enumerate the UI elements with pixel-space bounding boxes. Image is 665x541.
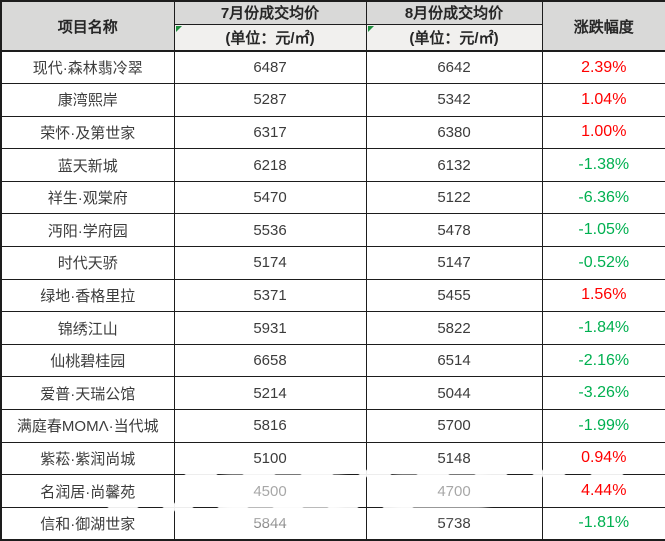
cell-project-name[interactable]: 蓝天新城	[0, 148, 175, 182]
cell-change[interactable]: 1.00%	[541, 115, 665, 150]
col-header-august-price[interactable]: 8月份成交均价	[365, 0, 543, 25]
cell-july-price[interactable]: 5816	[173, 409, 367, 443]
cell-change[interactable]: -3.26%	[541, 376, 665, 411]
col-header-project-name[interactable]: 项目名称	[0, 0, 175, 52]
cell-change[interactable]: 2.39%	[541, 50, 665, 85]
table-row: 爱普·天瑞公馆 5214 5044 -3.26%	[0, 376, 665, 411]
cell-project-name[interactable]: 时代天骄	[0, 246, 175, 280]
cell-august-price[interactable]: 4700	[365, 474, 543, 508]
cell-august-price[interactable]: 6380	[365, 115, 543, 150]
cell-change[interactable]: -6.36%	[541, 180, 665, 215]
col-header-change[interactable]: 涨跌幅度	[541, 0, 665, 52]
cell-august-price[interactable]: 5700	[365, 409, 543, 443]
table-row: 锦绣江山 5931 5822 -1.84%	[0, 311, 665, 345]
cell-july-price[interactable]: 5470	[173, 180, 367, 215]
table-row: 紫菘·紫润尚城 5100 5148 0.94%	[0, 441, 665, 476]
cell-august-price[interactable]: 5478	[365, 213, 543, 248]
table-row: 现代·森林翡冷翠 6487 6642 2.39%	[0, 50, 665, 85]
cell-project-name[interactable]: 绿地·香格里拉	[0, 278, 175, 313]
cell-july-price[interactable]: 5931	[173, 311, 367, 345]
cell-july-price[interactable]: 6317	[173, 115, 367, 150]
cell-change[interactable]: 4.44%	[541, 474, 665, 508]
table-row: 绿地·香格里拉 5371 5455 1.56%	[0, 278, 665, 313]
cell-july-price[interactable]: 5100	[173, 441, 367, 476]
cell-change[interactable]: -1.84%	[541, 311, 665, 345]
cell-august-price[interactable]: 5455	[365, 278, 543, 313]
table-row: 信和·御湖世家 5844 5738 -1.81%	[0, 506, 665, 541]
cell-august-price[interactable]: 5122	[365, 180, 543, 215]
table-row: 祥生·观棠府 5470 5122 -6.36%	[0, 180, 665, 215]
unit-label-august: (单位：元/㎡)	[409, 29, 499, 47]
cell-july-price[interactable]: 6487	[173, 50, 367, 85]
cell-change[interactable]: -1.81%	[541, 506, 665, 541]
cell-august-price[interactable]: 5148	[365, 441, 543, 476]
table-row: 仙桃碧桂园 6658 6514 -2.16%	[0, 343, 665, 378]
cell-project-name[interactable]: 名润居·尚馨苑	[0, 474, 175, 508]
cell-july-price[interactable]: 4500	[173, 474, 367, 508]
cell-change[interactable]: -1.38%	[541, 148, 665, 182]
cell-project-name[interactable]: 爱普·天瑞公馆	[0, 376, 175, 411]
table-row: 名润居·尚馨苑 4500 4700 4.44%	[0, 474, 665, 508]
cell-project-name[interactable]: 现代·森林翡冷翠	[0, 50, 175, 85]
cell-project-name[interactable]: 荣怀·及第世家	[0, 115, 175, 150]
cell-project-name[interactable]: 康湾熙岸	[0, 83, 175, 117]
cell-error-triangle-icon	[175, 25, 182, 32]
cell-august-price[interactable]: 6514	[365, 343, 543, 378]
cell-change[interactable]: 1.04%	[541, 83, 665, 117]
cell-project-name[interactable]: 满庭春MOMΛ·当代城	[0, 409, 175, 443]
cell-july-price[interactable]: 5287	[173, 83, 367, 117]
cell-july-price[interactable]: 5844	[173, 506, 367, 541]
cell-change[interactable]: -0.52%	[541, 246, 665, 280]
table-header: 项目名称 7月份成交均价 8月份成交均价 涨跌幅度 (单位：元/㎡) (单位：元…	[0, 0, 665, 52]
cell-project-name[interactable]: 沔阳·学府园	[0, 213, 175, 248]
cell-change[interactable]: 0.94%	[541, 441, 665, 476]
cell-august-price[interactable]: 6642	[365, 50, 543, 85]
cell-error-triangle-icon	[367, 25, 374, 32]
cell-august-price[interactable]: 5147	[365, 246, 543, 280]
cell-july-price[interactable]: 5214	[173, 376, 367, 411]
table-row: 沔阳·学府园 5536 5478 -1.05%	[0, 213, 665, 248]
cell-august-price[interactable]: 5822	[365, 311, 543, 345]
cell-july-price[interactable]: 6218	[173, 148, 367, 182]
cell-project-name[interactable]: 锦绣江山	[0, 311, 175, 345]
table-row: 荣怀·及第世家 6317 6380 1.00%	[0, 115, 665, 150]
cell-project-name[interactable]: 信和·御湖世家	[0, 506, 175, 541]
cell-august-price[interactable]: 6132	[365, 148, 543, 182]
table-body: 现代·森林翡冷翠 6487 6642 2.39% 康湾熙岸 5287 5342 …	[0, 50, 665, 541]
cell-august-price[interactable]: 5044	[365, 376, 543, 411]
cell-july-price[interactable]: 5371	[173, 278, 367, 313]
table-row: 时代天骄 5174 5147 -0.52%	[0, 246, 665, 280]
cell-project-name[interactable]: 仙桃碧桂园	[0, 343, 175, 378]
table-row: 满庭春MOMΛ·当代城 5816 5700 -1.99%	[0, 409, 665, 443]
cell-change[interactable]: 1.56%	[541, 278, 665, 313]
cell-august-price[interactable]: 5738	[365, 506, 543, 541]
unit-cell-july[interactable]: (单位：元/㎡)	[173, 23, 367, 52]
table-row: 康湾熙岸 5287 5342 1.04%	[0, 83, 665, 117]
cell-july-price[interactable]: 5536	[173, 213, 367, 248]
cell-august-price[interactable]: 5342	[365, 83, 543, 117]
cell-change[interactable]: -1.05%	[541, 213, 665, 248]
col-header-july-price[interactable]: 7月份成交均价	[173, 0, 367, 25]
cell-change[interactable]: -2.16%	[541, 343, 665, 378]
cell-july-price[interactable]: 6658	[173, 343, 367, 378]
cell-july-price[interactable]: 5174	[173, 246, 367, 280]
table-row: 蓝天新城 6218 6132 -1.38%	[0, 148, 665, 182]
cell-change[interactable]: -1.99%	[541, 409, 665, 443]
cell-project-name[interactable]: 祥生·观棠府	[0, 180, 175, 215]
unit-label-july: (单位：元/㎡)	[225, 29, 315, 47]
cell-project-name[interactable]: 紫菘·紫润尚城	[0, 441, 175, 476]
unit-cell-august[interactable]: (单位：元/㎡)	[365, 23, 543, 52]
